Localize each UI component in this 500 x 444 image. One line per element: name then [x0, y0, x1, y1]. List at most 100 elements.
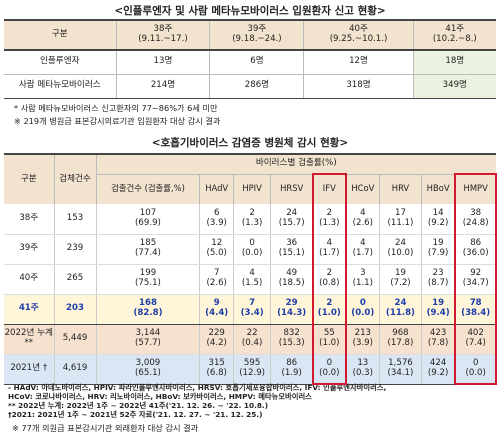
row-label: 2021년 †	[4, 354, 54, 385]
cell-count: 832	[283, 328, 300, 339]
table2-subheader-row: 검출건수 (검출률,%) HAdV HPIV HRSV IFV HCoV HRV HBoV HM…	[4, 173, 496, 204]
sample-count: 5,449	[53, 324, 96, 355]
table-cell: 24 (11.8)	[379, 293, 422, 325]
virus-col-header: HRV	[379, 173, 422, 204]
table-cell: 78 (38.4)	[454, 293, 496, 325]
cell-rate: (1.3)	[319, 217, 340, 228]
cell-rate: (15.1)	[278, 248, 305, 258]
table-cell: 4 (2.6)	[345, 204, 380, 235]
cell-count: 213	[354, 328, 372, 339]
table-cell: 23 (8.7)	[420, 264, 455, 295]
table1-col-header: 39주 (9.18.~24.)	[209, 20, 304, 51]
pathogen-surveillance-table: 구분 검체건수 바이러스별 검출률(%) 검출건수 (검출률,%) HAdV HPI…	[4, 153, 496, 385]
cell-rate: (7.8)	[427, 338, 449, 348]
sample-count: 153	[53, 204, 96, 235]
cell-rate: (3.4)	[240, 308, 264, 318]
table-cell: 4 (1.7)	[345, 234, 380, 265]
table-cell: 86 (36.0)	[454, 234, 496, 265]
cell-count: 19	[394, 268, 406, 279]
table1-col-header: 40주 (9.25.~10.1.)	[303, 20, 414, 51]
cell-rate: (4.4)	[205, 308, 229, 318]
table2-header-group: 구분	[4, 154, 54, 204]
cell-rate: (36.0)	[462, 248, 489, 258]
row-label: 39주	[4, 234, 54, 265]
cell-count: 0	[472, 358, 479, 369]
abbreviation-note: - HAdV: 아데노바이러스, HPIV: 파라인플루엔자바이러스, HRSV…	[8, 383, 387, 392]
cell-rate: (0.0)	[351, 308, 375, 318]
col-range: (9.25.~10.1.)	[329, 34, 388, 44]
table-cell: 2 (0.8)	[312, 264, 347, 295]
table-row: 인플루엔자 13명 6명 12명 18명	[4, 50, 496, 75]
table-cell: 2 (1.0)	[312, 293, 347, 325]
table-cell: 7 (3.4)	[232, 293, 271, 325]
table-cell: 4 (1.5)	[232, 264, 271, 295]
table-cell: 424 (9.2)	[420, 354, 455, 385]
cell-rate: (3.9)	[206, 217, 227, 228]
cell-rate: (3.9)	[352, 338, 373, 348]
row-label: 38주	[4, 204, 54, 235]
row-label: 인플루엔자	[4, 50, 116, 75]
virus-col-header: IFV	[312, 173, 347, 204]
cell-count: 2	[249, 207, 255, 218]
cell-count: 3	[360, 268, 366, 279]
cell-count: 7	[249, 298, 256, 309]
cell-rate: (1.3)	[241, 217, 263, 228]
cell-count: 185	[139, 238, 157, 249]
table2-header-samples: 검체건수	[53, 154, 96, 204]
table-cell: 199 (75.1)	[95, 264, 200, 295]
cell-rate: (11.1)	[387, 217, 414, 228]
cell-rate: (2.6)	[352, 217, 373, 228]
virus-col-header: HBoV	[420, 173, 455, 204]
cell-rate: (2.6)	[206, 278, 227, 288]
cell-count: 23	[432, 268, 444, 279]
table-cell: 832 (15.3)	[270, 324, 313, 355]
cell-rate: (10.0)	[387, 248, 414, 258]
table1-title: <인플루엔자 및 사람 메타뉴모바이러스 입원환자 신고 현황>	[114, 5, 386, 17]
table2-title: <호흡기바이러스 감염증 병원체 감시 현황>	[151, 137, 349, 149]
cell-count: 12	[211, 238, 223, 249]
table-cell: 318명	[303, 74, 414, 99]
cell-count: 2	[326, 298, 333, 309]
table-cell: 49 (18.5)	[270, 264, 313, 295]
table-cell: 9 (4.4)	[199, 293, 234, 325]
cell-count: 2	[326, 207, 333, 218]
cell-rate: (38.4)	[461, 308, 491, 318]
cell-rate: (82.8)	[133, 308, 163, 318]
cumulative-note: ** 2022년 누계: 2022년 1주 ~ 2022년 41주('21. 1…	[8, 401, 269, 410]
table-cell: 55 (1.0)	[312, 324, 347, 355]
row-label: 40주	[4, 264, 54, 295]
table-cell: 13 (0.3)	[345, 354, 380, 385]
table-cell: 349명	[412, 74, 496, 99]
table-cell: 2 (1.3)	[312, 204, 347, 235]
table-cell: 13명	[115, 50, 210, 75]
cell-count: 24	[286, 207, 298, 218]
cell-rate: (57.7)	[135, 338, 161, 348]
cell-count: 14	[432, 207, 444, 218]
table-cell: 3,144 (57.7)	[95, 324, 200, 355]
cell-count: 13	[357, 358, 369, 369]
table-cell: 968 (17.8)	[379, 324, 422, 355]
virus-col-header: HMPV	[454, 173, 496, 204]
cell-count: 86	[470, 238, 482, 249]
table-cell: 17 (11.1)	[379, 204, 422, 235]
cell-rate: (15.7)	[278, 217, 305, 228]
cell-rate: (75.1)	[135, 278, 161, 288]
sample-count: 265	[53, 264, 96, 295]
cell-count: 424	[429, 358, 447, 369]
table-cell: 107 (69.9)	[95, 204, 200, 235]
cell-rate: (1.0)	[319, 338, 340, 348]
row-label: 41주	[4, 293, 54, 325]
cell-count: 55	[323, 328, 335, 339]
table-cell: 6 (3.9)	[199, 204, 234, 235]
cell-rate: (9.2)	[427, 368, 449, 378]
cell-count: 0	[249, 238, 255, 249]
table-cell: 423 (7.8)	[420, 324, 455, 355]
table-cell: 86 (1.9)	[270, 354, 313, 385]
table2-header-row: 구분 검체건수 바이러스별 검출률(%)	[4, 154, 496, 204]
col-range: (9.18.~24.)	[232, 34, 282, 44]
table-row: 사람 메타뉴모바이러스 214명 286명 318명 349명	[4, 74, 496, 99]
table-cell: 24 (10.0)	[379, 234, 422, 265]
cell-rate: (12.9)	[239, 368, 266, 378]
table-cell: 4 (1.7)	[312, 234, 347, 265]
table-row: 2022년 누계** 5,449 3,144 (57.7) 229 (4.2) 22 (0.4…	[4, 324, 496, 355]
